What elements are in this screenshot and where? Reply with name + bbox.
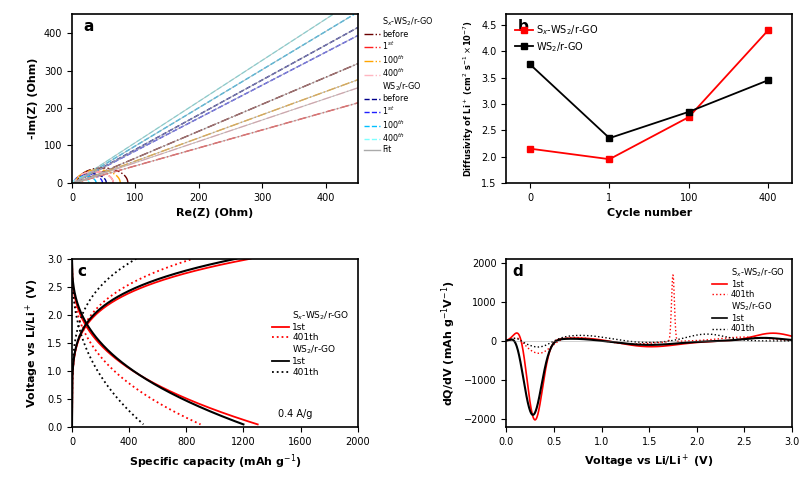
Y-axis label: Voltage vs Li/Li$^+$ (V): Voltage vs Li/Li$^+$ (V) [24, 278, 42, 408]
WS$_2$/r-GO [526, 61, 535, 67]
Text: c: c [78, 264, 86, 279]
Y-axis label: Diffusivity of Li$^+$ (cm$^2$ s$^{-1}$ $\times$10$^{-7}$): Diffusivity of Li$^+$ (cm$^2$ s$^{-1}$ $… [461, 20, 475, 177]
WS$_2$/r-GO [763, 77, 773, 83]
Legend: S$_x$-WS$_2$/r-GO, 1st, 401th, WS$_2$/r-GO, 1st, 401th: S$_x$-WS$_2$/r-GO, 1st, 401th, WS$_2$/r-… [709, 263, 788, 337]
S$_x$-WS$_2$/r-GO [684, 114, 694, 120]
WS$_2$/r-GO [684, 109, 694, 115]
X-axis label: Voltage vs Li/Li$^+$ (V): Voltage vs Li/Li$^+$ (V) [584, 453, 714, 470]
WS$_2$/r-GO [605, 135, 614, 141]
S$_x$-WS$_2$/r-GO [526, 146, 535, 152]
Legend: S$_x$-WS$_2$/r-GO, WS$_2$/r-GO: S$_x$-WS$_2$/r-GO, WS$_2$/r-GO [511, 19, 602, 58]
Text: a: a [83, 20, 94, 35]
Text: 0.4 A/g: 0.4 A/g [278, 409, 312, 419]
Line: WS$_2$/r-GO: WS$_2$/r-GO [527, 61, 771, 141]
Line: S$_x$-WS$_2$/r-GO: S$_x$-WS$_2$/r-GO [527, 27, 771, 162]
Y-axis label: -Im(Z) (Ohm): -Im(Z) (Ohm) [28, 58, 38, 139]
Legend: S$_x$-WS$_2$/r-GO, 1st, 401th, WS$_2$/r-GO, 1st, 401th: S$_x$-WS$_2$/r-GO, 1st, 401th, WS$_2$/r-… [269, 305, 354, 381]
Legend: S$_x$-WS$_2$/r-GO, before, 1$^{st}$, 100$^{th}$, 400$^{th}$, WS$_2$/r-GO, before: S$_x$-WS$_2$/r-GO, before, 1$^{st}$, 100… [361, 12, 437, 157]
X-axis label: Specific capacity (mAh g$^{-1}$): Specific capacity (mAh g$^{-1}$) [129, 453, 301, 471]
S$_x$-WS$_2$/r-GO [763, 27, 773, 33]
S$_x$-WS$_2$/r-GO [605, 156, 614, 162]
Text: b: b [518, 20, 529, 35]
Y-axis label: dQ/dV (mAh g$^{-1}$V$^{-1}$): dQ/dV (mAh g$^{-1}$V$^{-1}$) [440, 280, 458, 406]
Text: d: d [512, 264, 522, 279]
X-axis label: Cycle number: Cycle number [606, 208, 692, 218]
X-axis label: Re(Z) (Ohm): Re(Z) (Ohm) [176, 208, 254, 218]
